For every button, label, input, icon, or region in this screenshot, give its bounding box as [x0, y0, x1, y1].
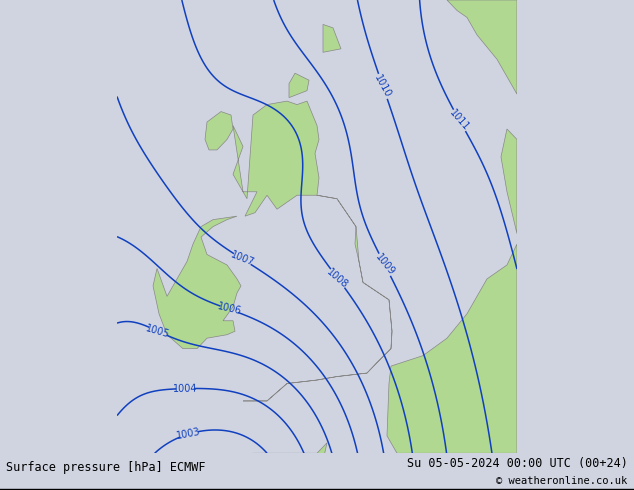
Polygon shape	[387, 244, 517, 453]
Text: 1004: 1004	[173, 383, 197, 394]
Polygon shape	[501, 129, 517, 234]
Polygon shape	[205, 112, 233, 150]
Text: 1003: 1003	[176, 427, 202, 441]
Polygon shape	[153, 216, 241, 349]
Text: Surface pressure [hPa] ECMWF: Surface pressure [hPa] ECMWF	[6, 462, 206, 474]
Text: 1007: 1007	[229, 250, 256, 268]
Polygon shape	[447, 0, 517, 94]
Polygon shape	[323, 24, 341, 52]
Text: 1011: 1011	[448, 108, 471, 133]
Text: 1005: 1005	[145, 323, 171, 340]
Polygon shape	[253, 443, 327, 488]
Text: 1008: 1008	[325, 267, 350, 290]
Text: © weatheronline.co.uk: © weatheronline.co.uk	[496, 476, 628, 486]
Polygon shape	[289, 73, 309, 98]
Text: Su 05-05-2024 00:00 UTC (00+24): Su 05-05-2024 00:00 UTC (00+24)	[407, 457, 628, 470]
Text: 1010: 1010	[373, 73, 393, 99]
Text: 1006: 1006	[216, 302, 242, 317]
Polygon shape	[233, 101, 392, 401]
Text: 1009: 1009	[373, 252, 396, 277]
